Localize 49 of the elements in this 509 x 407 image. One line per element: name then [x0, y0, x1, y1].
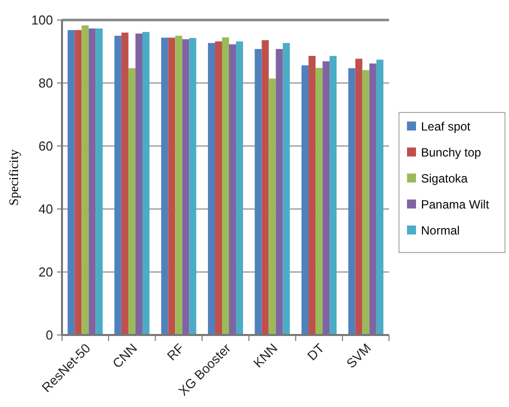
bar: [142, 32, 150, 335]
bar: [254, 48, 262, 335]
y-tick-label: 60: [38, 138, 53, 154]
legend-label: Normal: [421, 224, 460, 238]
bar: [276, 48, 283, 335]
bar: [96, 28, 103, 335]
legend-label: Panama Wilt: [421, 198, 490, 212]
y-axis-title: Specificity: [6, 148, 21, 206]
bar: [175, 36, 182, 335]
bar: [229, 44, 236, 335]
legend-label: Leaf spot: [421, 120, 472, 134]
bar: [302, 65, 309, 335]
bar: [135, 34, 142, 335]
bar: [82, 25, 89, 335]
bar: [68, 30, 75, 335]
bar: [114, 36, 122, 335]
bar: [182, 39, 190, 335]
bar: [322, 61, 330, 335]
y-tick-label: 80: [38, 76, 53, 91]
bar: [222, 37, 230, 335]
bar: [208, 42, 215, 335]
y-tick-label: 100: [31, 12, 53, 28]
bar: [316, 68, 323, 335]
legend-label: Sigatoka: [421, 172, 468, 186]
y-tick-label: 0: [46, 328, 53, 343]
bar: [376, 60, 384, 335]
bar: [268, 78, 276, 335]
bar: [282, 42, 290, 335]
bar: [74, 30, 82, 335]
bar: [355, 58, 362, 335]
y-tick-label: 20: [38, 264, 53, 280]
bar: [88, 28, 96, 335]
bar: [214, 41, 222, 335]
bar: [262, 40, 269, 335]
legend-label: Bunchy top: [421, 146, 482, 160]
bar: [161, 38, 168, 335]
bar: [362, 70, 370, 335]
y-tick-label: 40: [38, 202, 53, 217]
x-tick-label: DT: [304, 340, 328, 364]
bar: [236, 41, 244, 335]
bar: [128, 68, 136, 335]
bar: [168, 38, 176, 335]
bar: [330, 56, 337, 335]
bar: [369, 63, 376, 335]
bar: [348, 68, 356, 335]
bar: [189, 38, 196, 335]
bar: [121, 32, 128, 335]
x-tick-label: RF: [164, 340, 187, 364]
bar: [308, 56, 316, 335]
